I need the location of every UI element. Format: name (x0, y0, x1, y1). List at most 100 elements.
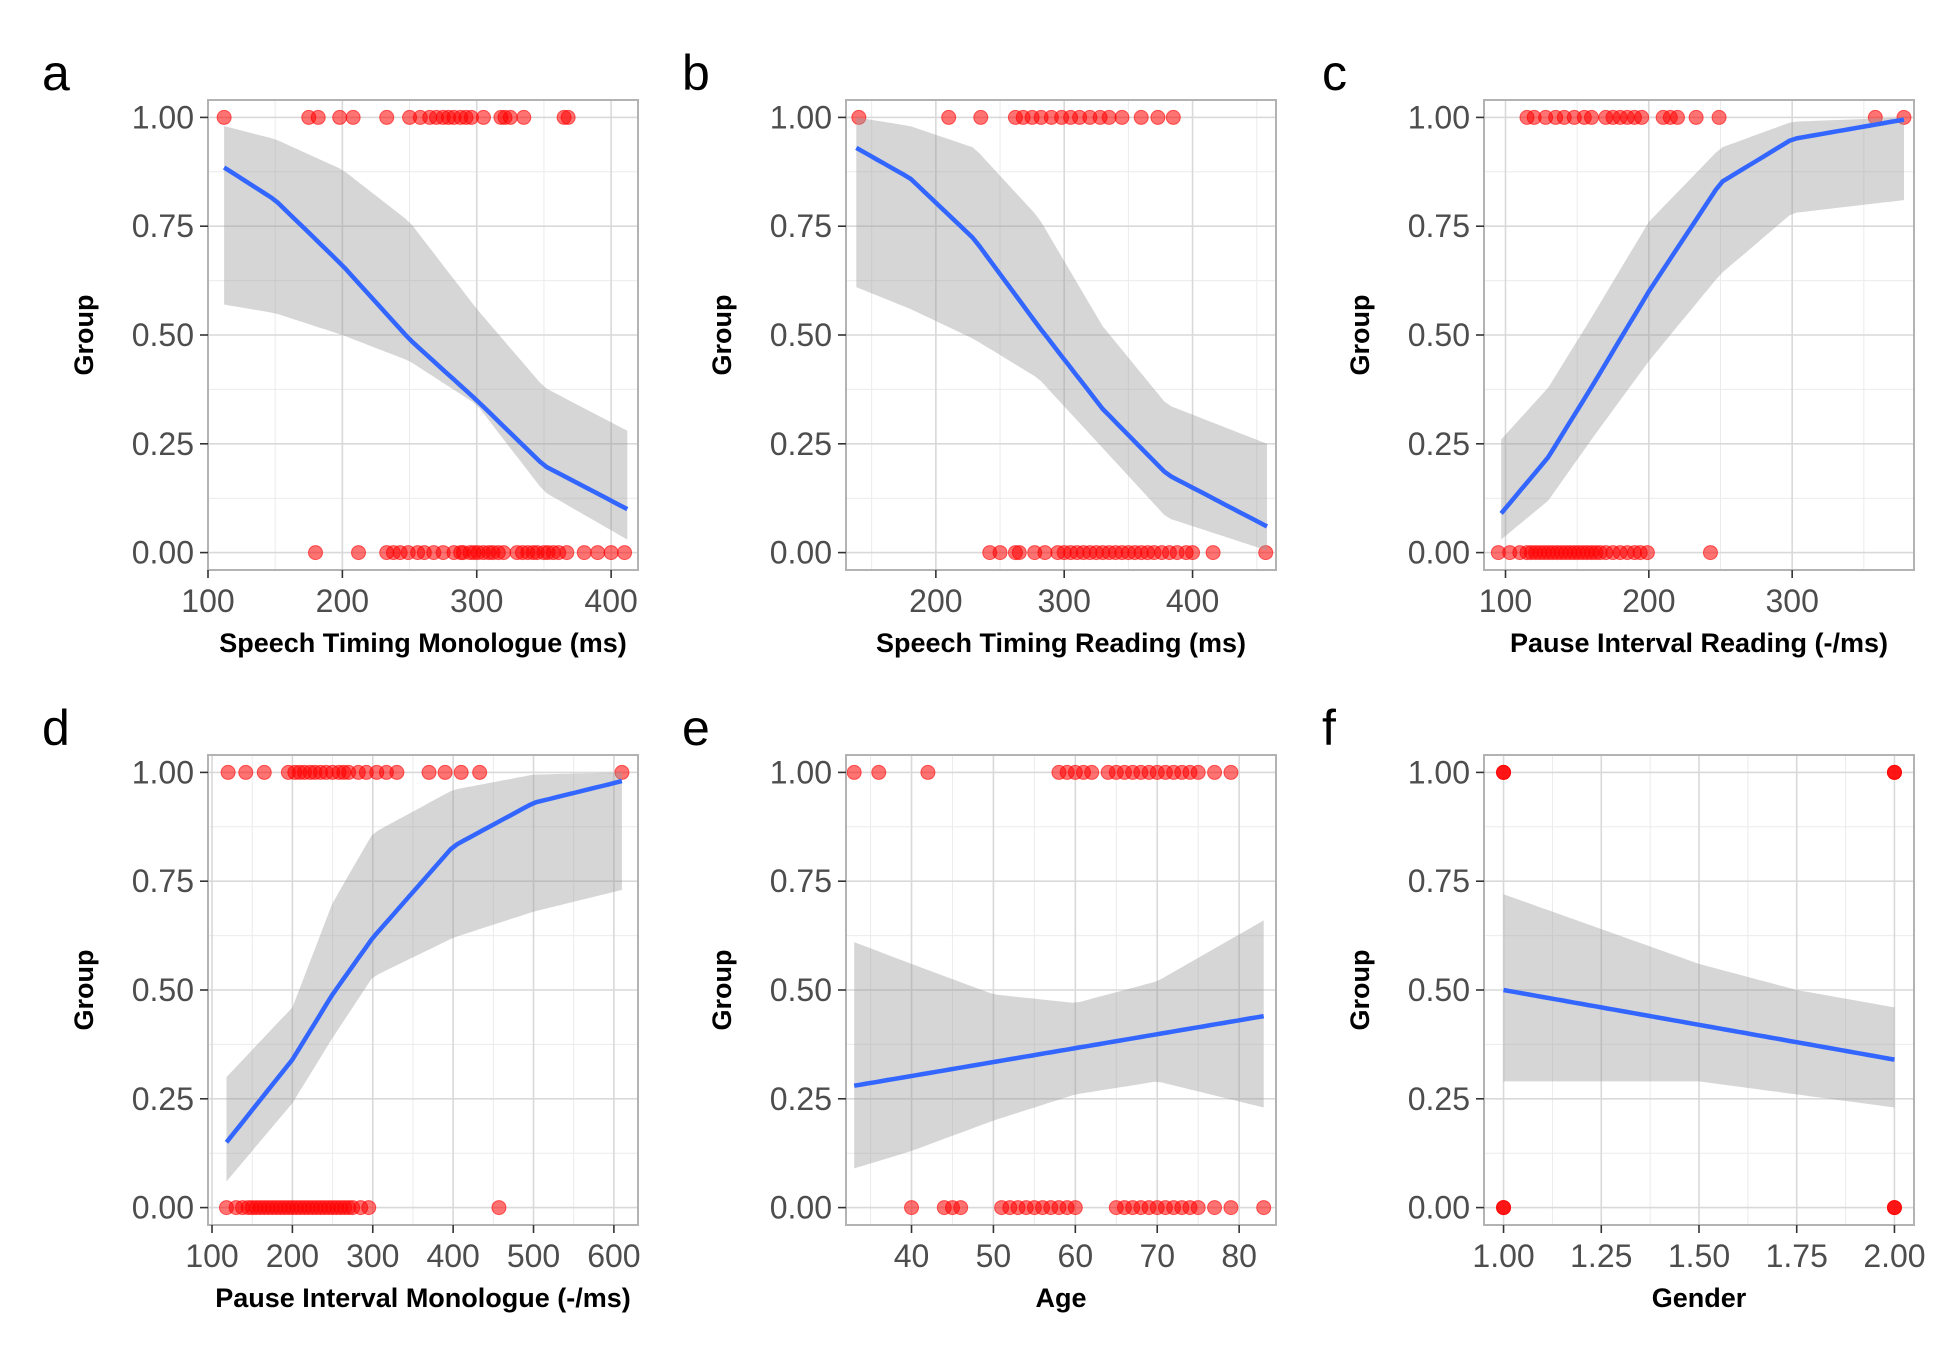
data-point-group-1 (560, 109, 576, 125)
x-tick-label: 500 (507, 1238, 560, 1274)
x-tick-label: 300 (450, 583, 503, 619)
data-point-group-1 (389, 764, 405, 780)
panel-e: 0.00 0.25 0.50 0.75 1.00 40 50 60 70 80 Age Group e (682, 700, 1277, 1313)
data-point-group-1 (941, 109, 957, 125)
data-point-group-0 (590, 545, 606, 561)
data-point-group-1 (973, 109, 989, 125)
data-point-group-1 (1688, 109, 1704, 125)
y-tick-label: 0.25 (770, 1081, 832, 1117)
x-tick-label: 1.75 (1766, 1238, 1828, 1274)
x-tick-label: 1.00 (1472, 1238, 1534, 1274)
y-tick-label: 0.50 (1408, 317, 1470, 353)
x-axis-title: Pause Interval Reading (-/ms) (1510, 628, 1888, 658)
y-tick-label: 1.00 (770, 99, 832, 135)
grid (207, 100, 638, 570)
confidence-band (226, 772, 622, 1182)
y-tick-label: 0.50 (132, 317, 194, 353)
fit-line (1499, 117, 1905, 515)
data-point-group-0 (496, 545, 512, 561)
fit-line (224, 778, 623, 1144)
data-point-group-1 (472, 764, 488, 780)
panel-letter: e (682, 700, 710, 756)
panel-b: 0.00 0.25 0.50 0.75 1.00 200 300 400 Speech Timi… (682, 45, 1277, 658)
x-tick-label: 300 (1765, 583, 1818, 619)
panel-f: 0.00 0.25 0.50 0.75 1.00 1.00 1.25 1.50 1.75 2.00… (1322, 700, 1926, 1313)
data-point-group-0 (953, 1200, 969, 1216)
x-tick-label: 40 (894, 1238, 930, 1274)
data-point-group-1 (1114, 109, 1130, 125)
data-point-group-1 (475, 109, 491, 125)
y-tick-label: 0.75 (132, 208, 194, 244)
data-points (218, 764, 630, 1216)
data-point-group-0 (1067, 1200, 1083, 1216)
y-tick-label: 0.75 (1408, 863, 1470, 899)
data-point-group-1 (614, 764, 630, 780)
y-tick-label: 0.50 (770, 317, 832, 353)
confidence-band (1501, 117, 1904, 540)
y-tick-label: 1.00 (1408, 754, 1470, 790)
data-point-group-1 (437, 764, 453, 780)
y-axis-title: Group (69, 950, 99, 1031)
data-point-group-1 (1133, 109, 1149, 125)
data-point-group-1 (216, 109, 232, 125)
panel-letter: b (682, 45, 710, 101)
y-tick-label: 0.75 (132, 863, 194, 899)
data-point-group-1 (871, 764, 887, 780)
data-point-group-1 (1711, 109, 1727, 125)
x-axis-title: Age (1035, 1283, 1086, 1313)
panel-letter: a (42, 45, 70, 101)
y-axis-title: Group (707, 295, 737, 376)
data-point-group-1 (332, 109, 348, 125)
y-tick-label: 0.75 (770, 863, 832, 899)
data-point-group-1 (1584, 109, 1599, 125)
data-point-group-0 (1639, 545, 1655, 561)
y-axis-title: Group (1345, 950, 1375, 1031)
data-point-group-1 (920, 764, 936, 780)
data-point-group-1 (1101, 109, 1117, 125)
y-tick-label: 0.25 (132, 426, 194, 462)
x-tick-label: 400 (584, 583, 637, 619)
data-point-group-0 (351, 545, 366, 561)
y-axis-title: Group (1345, 295, 1375, 376)
data-point-group-1 (1165, 109, 1181, 125)
x-tick-label: 70 (1139, 1238, 1175, 1274)
y-tick-label: 0.25 (1408, 426, 1470, 462)
data-point-group-0 (1185, 545, 1201, 561)
data-point-group-1 (220, 764, 236, 780)
x-tick-label: 200 (316, 583, 369, 619)
data-point-group-0 (1037, 545, 1053, 561)
y-axis-title: Group (69, 295, 99, 376)
y-tick-label: 0.50 (770, 972, 832, 1008)
y-tick-label: 0.25 (132, 1081, 194, 1117)
data-point-group-1 (238, 764, 254, 780)
data-point-group-0 (904, 1200, 920, 1216)
y-tick-label: 0.00 (770, 1190, 832, 1226)
data-point-group-1 (256, 764, 272, 780)
y-tick-label: 0.75 (770, 208, 832, 244)
y-tick-label: 1.00 (770, 754, 832, 790)
x-tick-label: 100 (185, 1238, 238, 1274)
x-tick-label: 300 (346, 1238, 399, 1274)
data-point-group-1 (1886, 764, 1902, 780)
x-tick-label: 100 (1479, 583, 1532, 619)
y-tick-label: 0.00 (132, 1190, 194, 1226)
data-points (1490, 109, 1912, 561)
panel-letter: c (1322, 45, 1347, 101)
data-point-group-0 (1205, 545, 1221, 561)
x-tick-label: 200 (266, 1238, 319, 1274)
data-points (1496, 764, 1902, 1216)
x-tick-label: 300 (1038, 583, 1091, 619)
data-points (216, 109, 633, 561)
y-tick-label: 0.75 (1408, 208, 1470, 244)
data-points (846, 764, 1272, 1216)
x-tick-label: 600 (587, 1238, 640, 1274)
fit-line (855, 145, 1269, 529)
data-point-group-1 (310, 109, 326, 125)
data-point-group-0 (308, 545, 323, 561)
data-point-group-0 (1190, 1200, 1206, 1216)
x-tick-label: 200 (909, 583, 962, 619)
data-point-group-1 (379, 109, 395, 125)
x-tick-label: 2.00 (1863, 1238, 1925, 1274)
data-point-group-1 (1670, 109, 1685, 125)
